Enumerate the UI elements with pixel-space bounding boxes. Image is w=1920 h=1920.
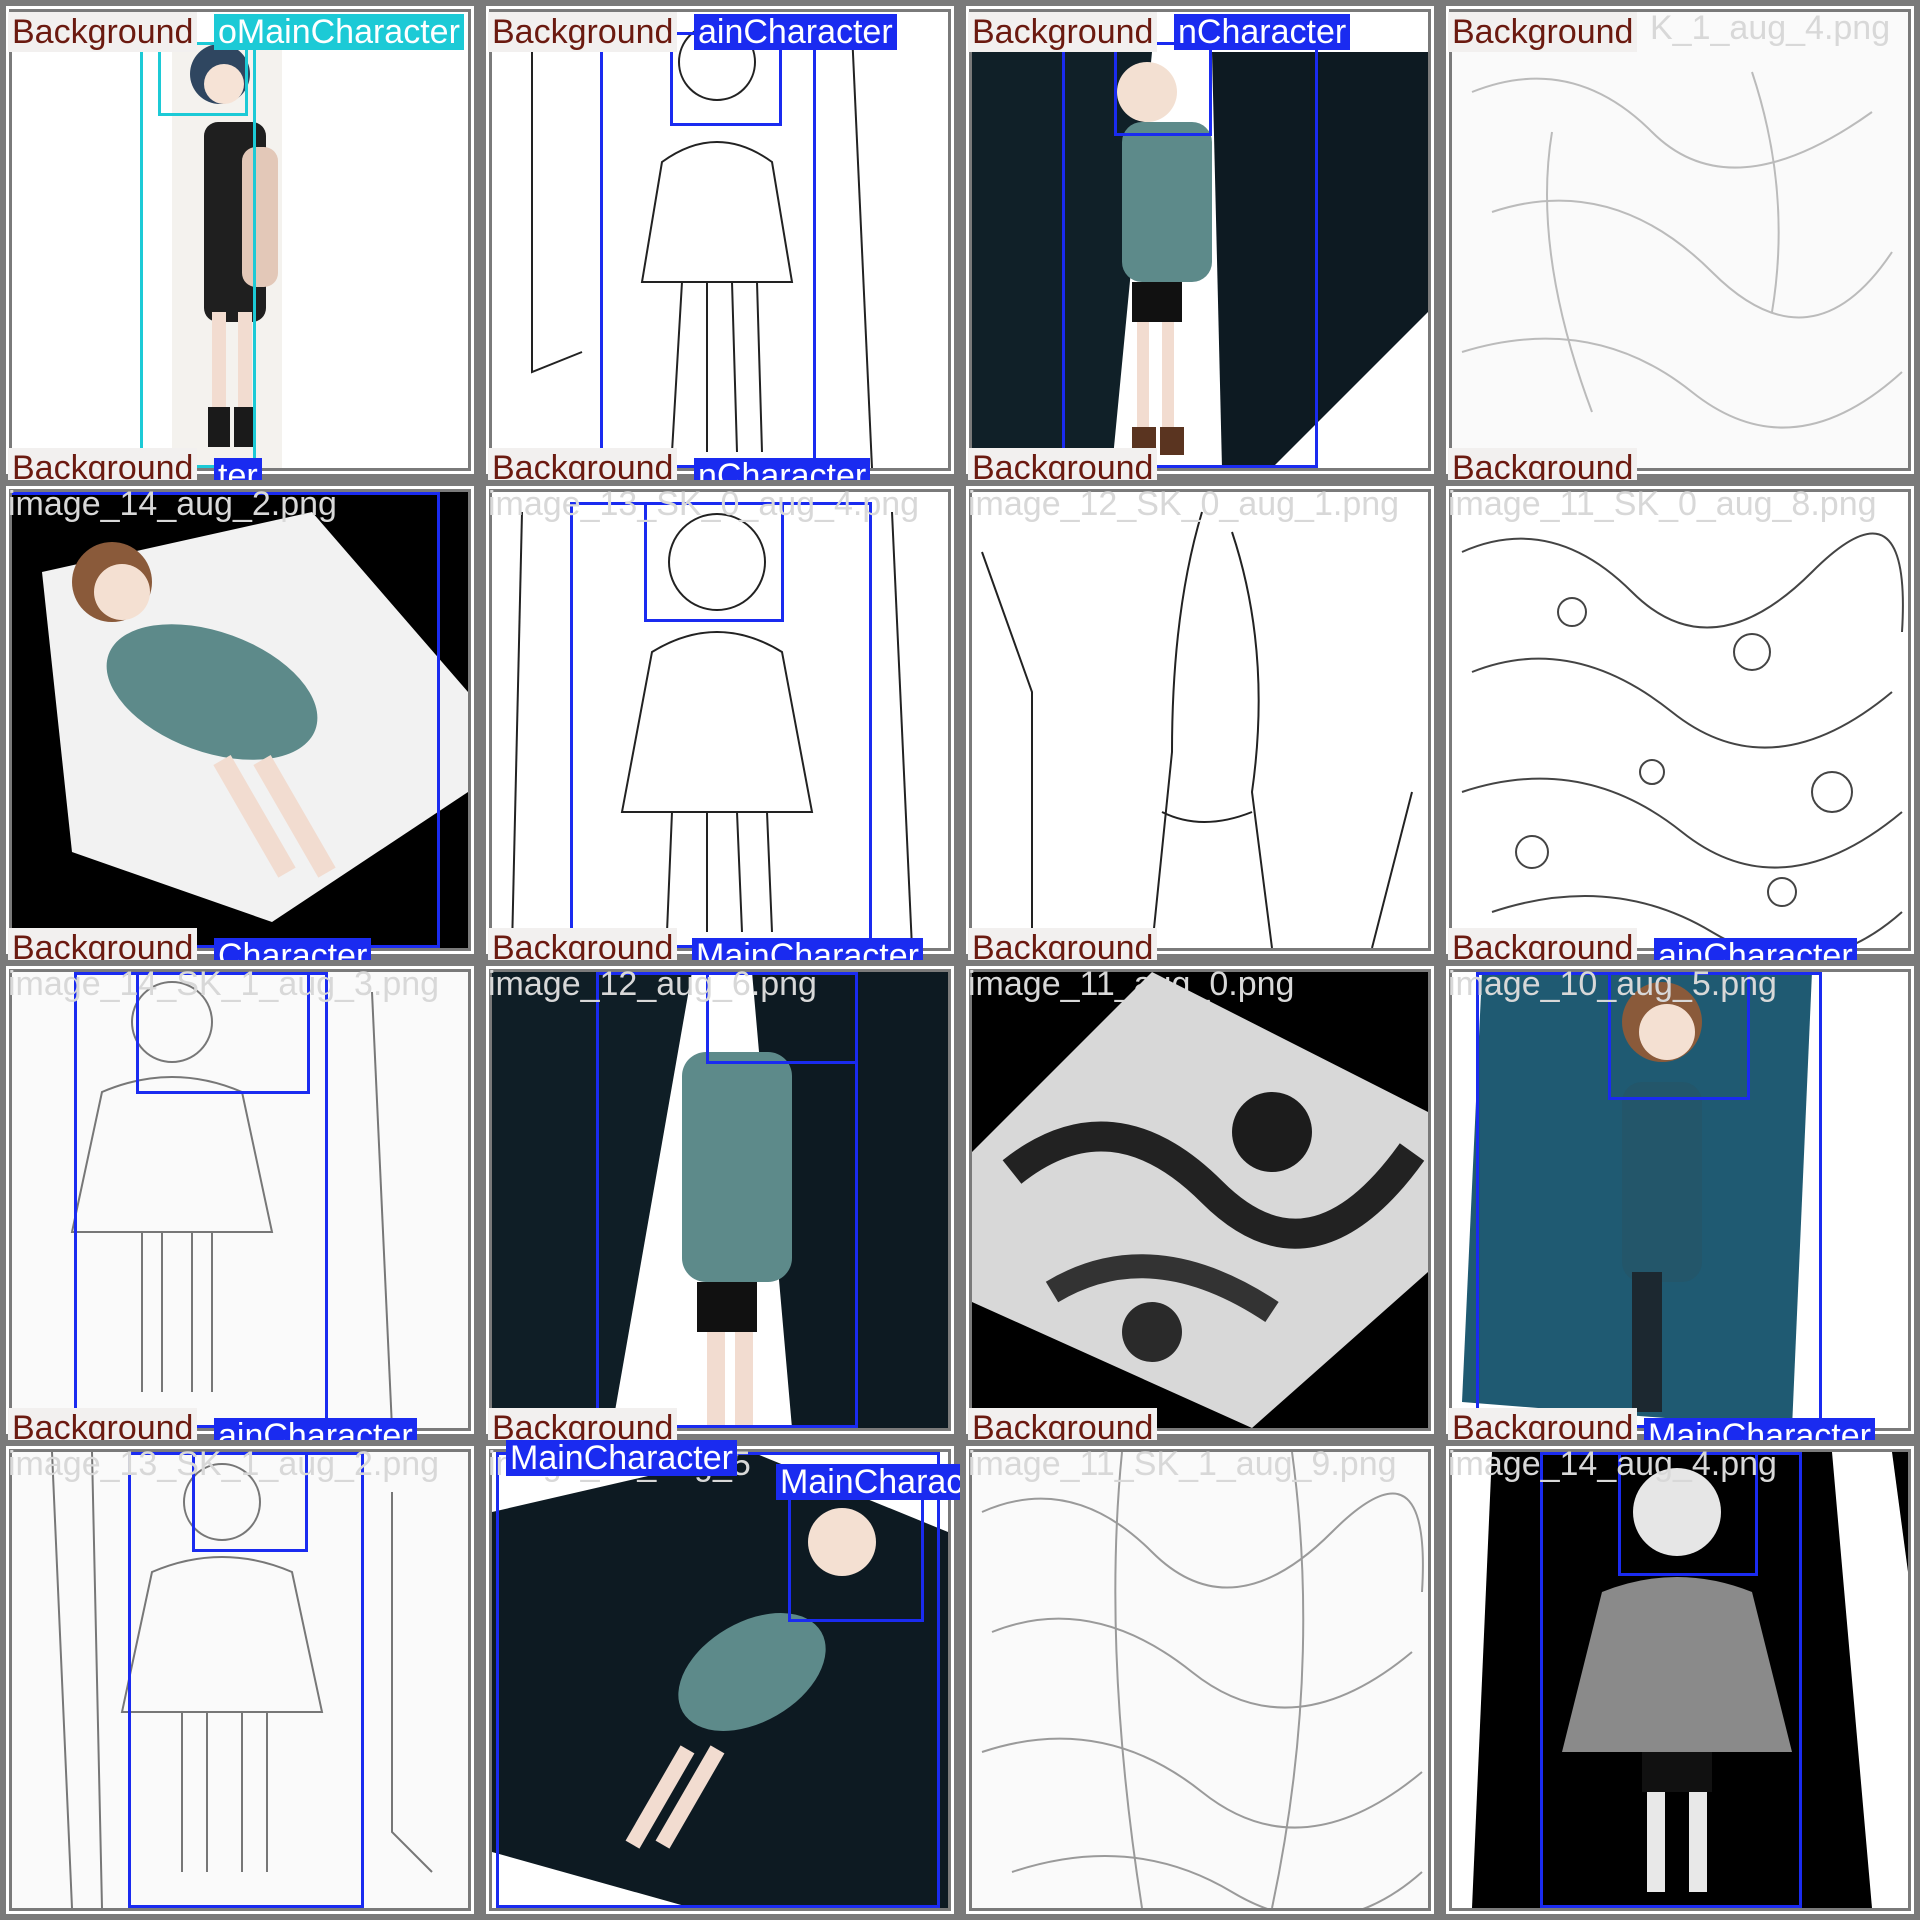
main-character-label-lower: ter: [214, 458, 262, 480]
background-label-lower: Background: [8, 448, 198, 480]
main-character-label-lower: MainCharacter: [692, 938, 923, 960]
tile-r2c1: image_14_aug_2.png Background Character: [0, 480, 480, 960]
main-character-head-box: [136, 972, 310, 1094]
sketch-texture-image: [1452, 12, 1908, 468]
tile-r2c2: image_13_SK_0_aug_4.png Background MainC…: [480, 480, 960, 960]
sketch-character-image: [12, 972, 468, 1428]
dense-sketch-image: [1452, 492, 1908, 948]
main-character-label-lower: ainCharacter: [1654, 938, 1857, 960]
grayscale-abstract-image: [972, 972, 1428, 1428]
tile-r1c3: Background nCharacter Background: [960, 0, 1440, 480]
tile-r2c3: image_12_SK_0_aug_1.png Background: [960, 480, 1440, 960]
tile-r4c1: image_13_SK_1_aug_2.png: [0, 1440, 480, 1920]
main-character-label-lower: ainCharacter: [214, 1418, 417, 1440]
background-label: Background: [8, 12, 198, 52]
main-character-head-box: [192, 1452, 308, 1552]
image-filename: K_1_aug_4.png: [1650, 9, 1891, 47]
main-character-label: MainCharacter: [506, 1440, 737, 1476]
rotated-dark-character-image: [492, 1452, 948, 1908]
background-label-lower: Background: [1448, 928, 1638, 960]
image-filename: image_11_aug_0.png: [968, 965, 1295, 1003]
background-label-lower: Background: [968, 1408, 1158, 1440]
image-filename: image_10_aug_5.png: [1448, 965, 1777, 1003]
background-label-lower: Background: [488, 928, 678, 960]
sketch-character-image: [12, 1452, 468, 1908]
tile-r4c4: image_14_aug_4.png: [1440, 1440, 1920, 1920]
background-label-lower: Background: [968, 928, 1158, 960]
tile-r1c4: K_1_aug_4.png Background Background: [1440, 0, 1920, 480]
background-label-lower: Background: [1448, 448, 1638, 480]
image-filename: image_13_SK_0_aug_4.png: [488, 485, 920, 523]
background-label-lower: Background: [1448, 1408, 1638, 1440]
main-character-head-box: [1114, 42, 1212, 136]
main-character-label: ainCharacter: [694, 14, 897, 50]
teal-fabric-character-image: [1452, 972, 1908, 1428]
image-filename: image_12_SK_0_aug_1.png: [968, 485, 1400, 523]
tile-r3c1: image_14_SK_1_aug_3.png Background ainCh…: [0, 960, 480, 1440]
main-character-head-box: [644, 502, 784, 622]
dark-fabric-character-image: [492, 972, 948, 1428]
dense-sketch-image: [972, 1452, 1428, 1908]
background-label-lower: Background: [488, 1408, 678, 1440]
background-label-lower: Background: [488, 448, 678, 480]
background-label-lower: Background: [8, 1408, 198, 1440]
tile-r4c2: image_12_aug_5 MainCharacter MainCharact…: [480, 1440, 960, 1920]
main-character-box: [12, 492, 440, 948]
grayscale-character-image: [1452, 1452, 1908, 1908]
main-character-head-box: [706, 972, 858, 1064]
main-character-label-2: MainCharacter: [776, 1464, 960, 1500]
main-character-head-box: [1618, 1452, 1758, 1576]
background-label-lower: Background: [968, 448, 1158, 480]
anime-character-image: [12, 12, 468, 468]
main-character-head-box: [788, 1482, 924, 1622]
tile-r1c2: Background ainCharacter Background nChar…: [480, 0, 960, 480]
line-art-image: [972, 492, 1428, 948]
tile-r3c2: image_12_aug_6.png Background: [480, 960, 960, 1440]
tile-r3c4: image_10_aug_5.png Background MainCharac…: [1440, 960, 1920, 1440]
main-character-head-box: [1608, 972, 1750, 1100]
main-character-head-box: [158, 42, 248, 116]
image-filename: image_12_aug_6.png: [488, 965, 817, 1003]
background-label: Background: [1448, 12, 1638, 52]
line-art-image: [492, 492, 948, 948]
main-character-label-lower: Character: [214, 938, 372, 960]
tile-r2c4: image_11_SK_0_aug_8.png Background ainCh…: [1440, 480, 1920, 960]
main-character-label-lower: MainCharacter: [1644, 1418, 1875, 1440]
main-character-label: nCharacter: [1174, 14, 1351, 50]
image-filename: image_11_SK_0_aug_8.png: [1448, 485, 1877, 523]
image-filename: image_14_aug_2.png: [8, 485, 337, 523]
main-character-label: oMainCharacter: [214, 14, 464, 50]
line-art-image: [492, 12, 948, 468]
image-filename: image_14_aug_4.png: [1448, 1445, 1777, 1483]
tile-r1c1: Background oMainCharacter Background ter: [0, 0, 480, 480]
dark-fabric-character-image: [972, 12, 1428, 468]
main-character-label-lower: nCharacter: [694, 458, 871, 480]
background-label: Background: [488, 12, 678, 52]
image-filename: image_11_SK_1_aug_9.png: [968, 1445, 1397, 1483]
tile-r3c3: image_11_aug_0.png Background: [960, 960, 1440, 1440]
rotated-character-image: [12, 492, 468, 948]
background-label-lower: Background: [8, 928, 198, 960]
image-filename: image_13_SK_1_aug_2.png: [8, 1445, 440, 1483]
background-label: Background: [968, 12, 1158, 52]
tile-r4c3: image_11_SK_1_aug_9.png: [960, 1440, 1440, 1920]
image-filename: image_14_SK_1_aug_3.png: [8, 965, 440, 1003]
